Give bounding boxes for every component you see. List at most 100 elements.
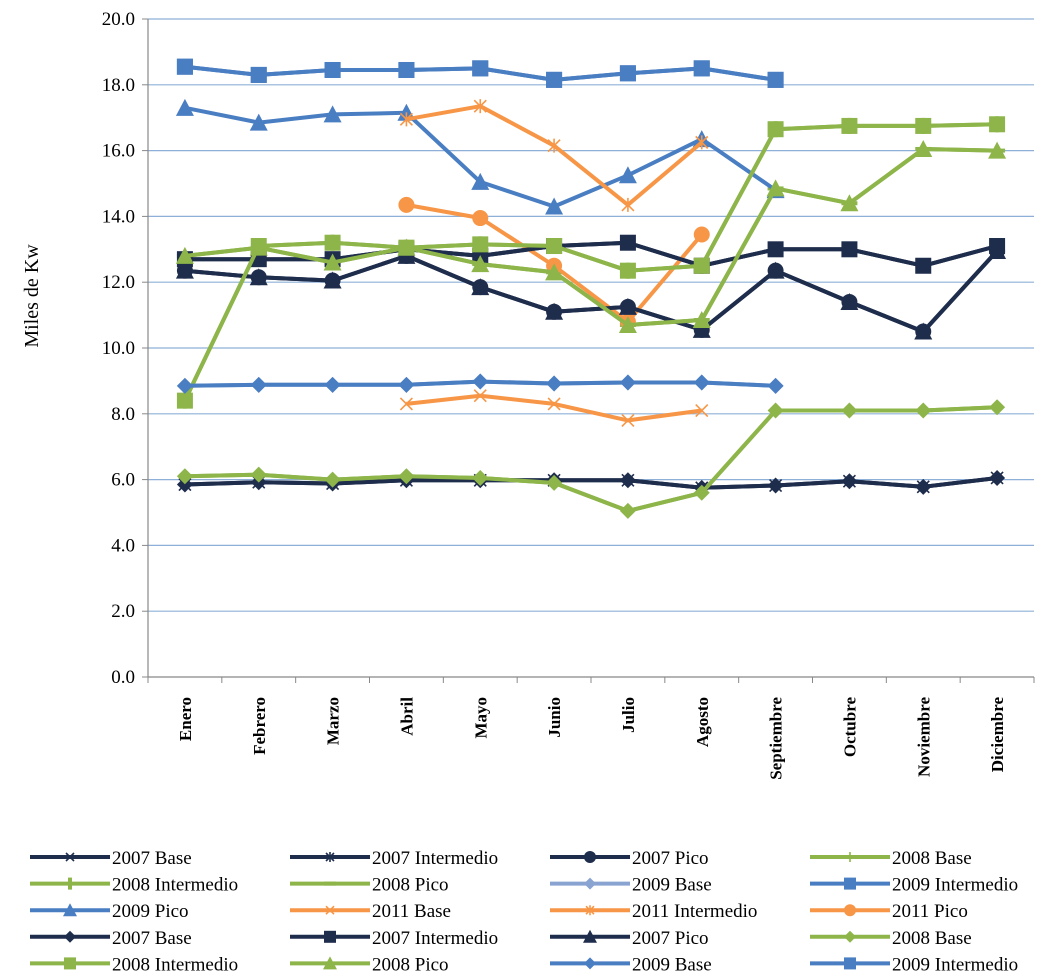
data-point [693, 484, 710, 501]
data-point [619, 502, 636, 519]
data-point [693, 257, 710, 274]
series-line [176, 373, 784, 394]
series-line [182, 116, 1000, 409]
data-point [767, 477, 784, 494]
data-point [324, 881, 336, 886]
data-point [841, 241, 858, 258]
legend-label: 2007 Pico [632, 848, 709, 869]
legend-item[interactable]: 2009 Intermedio [810, 875, 1018, 896]
data-point [323, 253, 342, 271]
y-tick-label: 10.0 [102, 338, 135, 359]
y-tick-label: 14.0 [102, 206, 135, 227]
legend-item[interactable]: 2009 Intermedio [810, 954, 1018, 975]
data-point [398, 61, 415, 78]
data-point [398, 468, 415, 485]
legend-item[interactable]: 2011 Pico [810, 901, 968, 922]
data-point [324, 234, 341, 251]
data-point [844, 877, 856, 890]
data-point [845, 852, 855, 862]
data-point [175, 98, 194, 116]
data-point [325, 852, 335, 862]
data-point [176, 468, 193, 485]
series-line [399, 99, 709, 212]
legend-label: 2007 Base [112, 928, 192, 949]
data-point [767, 71, 784, 88]
series-path [406, 393, 703, 423]
data-point [692, 320, 711, 338]
legend-item[interactable]: 2007 Pico [550, 928, 709, 949]
legend-label: 2009 Intermedio [892, 875, 1018, 896]
x-tick-label: Marzo [324, 697, 343, 745]
data-point [324, 376, 341, 393]
legend-item[interactable]: 2008 Pico [290, 875, 449, 896]
y-tick-label: 4.0 [111, 535, 135, 556]
data-point [915, 117, 932, 134]
data-point [546, 474, 563, 491]
legend-label: 2007 Base [112, 848, 192, 869]
series-path [183, 122, 998, 402]
data-point [323, 271, 342, 289]
data-point [398, 196, 415, 213]
data-point [398, 376, 415, 393]
legend-label: 2007 Intermedio [372, 928, 498, 949]
data-point [176, 377, 193, 394]
data-point [250, 376, 267, 393]
data-point [64, 957, 76, 970]
data-point [693, 226, 710, 243]
legend-label: 2008 Base [892, 848, 972, 869]
y-tick-label: 2.0 [111, 601, 135, 622]
y-tick-label: 16.0 [102, 141, 135, 162]
series-lines [175, 58, 1007, 519]
data-point [695, 403, 709, 418]
legend-item[interactable]: 2007 Base [30, 928, 192, 949]
x-tick-label: Febrero [250, 697, 269, 755]
legend-label: 2008 Intermedio [112, 954, 238, 975]
data-point [64, 930, 76, 943]
data-point [840, 292, 859, 310]
legend-item[interactable]: 2008 Intermedio [30, 954, 238, 975]
x-tick-label: Noviembre [914, 697, 933, 777]
data-point [619, 234, 636, 251]
legend-item[interactable]: 2011 Base [290, 901, 451, 922]
data-point [841, 402, 858, 419]
legend-label: 2008 Pico [372, 875, 449, 896]
data-point [397, 238, 416, 256]
legend-label: 2009 Base [632, 954, 712, 975]
series-line [175, 139, 1007, 333]
data-point [915, 402, 932, 419]
series-line [176, 116, 1006, 409]
legend-item[interactable]: 2008 Pico [290, 954, 449, 975]
data-point [545, 302, 564, 320]
legend-item[interactable]: 2009 Pico [30, 901, 189, 922]
data-point [695, 135, 709, 150]
legend-item[interactable]: 2011 Intermedio [550, 901, 757, 922]
series-path [183, 122, 998, 402]
data-point [323, 956, 337, 970]
data-point [324, 61, 341, 78]
data-point [250, 66, 267, 83]
data-point [249, 238, 268, 256]
data-point [989, 399, 1006, 416]
legend-item[interactable]: 2008 Intermedio [30, 875, 238, 896]
data-point [841, 117, 858, 134]
legend-item[interactable]: 2008 Base [810, 928, 972, 949]
data-point [473, 389, 487, 403]
legend[interactable]: 2007 Base 2007 Intermedio 2007 Pico 2008 Ba… [30, 848, 1018, 975]
legend-item[interactable]: 2007 Pico [550, 848, 709, 869]
legend-item[interactable]: 2007 Base [30, 848, 192, 869]
data-point [176, 392, 193, 409]
data-point [621, 413, 635, 427]
x-tick-label: Agosto [693, 697, 712, 747]
y-axis-label: Miles de Kw [21, 244, 43, 348]
data-point [176, 476, 193, 493]
legend-item[interactable]: 2009 Base [550, 954, 712, 975]
data-point [619, 262, 636, 279]
data-point [471, 255, 490, 273]
legend-label: 2009 Pico [112, 901, 189, 922]
legend-item[interactable]: 2007 Intermedio [290, 928, 498, 949]
series-line [176, 469, 1006, 496]
legend-item[interactable]: 2009 Base [550, 875, 712, 896]
legend-item[interactable]: 2008 Base [810, 848, 972, 869]
legend-item[interactable]: 2007 Intermedio [290, 848, 498, 869]
